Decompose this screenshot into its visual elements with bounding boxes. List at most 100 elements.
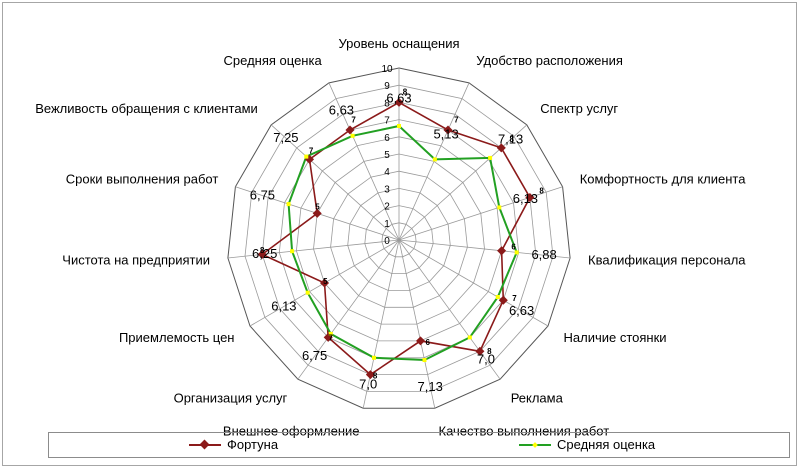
category-label-2: Спектр услуг: [540, 101, 618, 116]
marker-average-5: [495, 295, 500, 299]
series-line-1: [287, 124, 518, 362]
marker-average-2: [488, 155, 493, 160]
tick-label-9: 9: [384, 81, 390, 92]
data-label-average-4: 6,88: [531, 247, 556, 262]
data-label-fortuna-14: 7: [351, 116, 356, 125]
legend-item-fortuna: Фортуна: [189, 437, 278, 452]
grid-ring-1: [381, 222, 417, 258]
legend-item-average: Средняя оценка: [519, 437, 655, 452]
marker-average-4: [514, 250, 519, 255]
category-label-6: Реклама: [511, 391, 564, 406]
data-label-average-14: 6,63: [329, 103, 354, 118]
data-label-average-12: 6,75: [250, 188, 275, 203]
data-label-fortuna-12: 5: [315, 203, 320, 212]
data-label-average-9: 6,75: [302, 348, 327, 363]
marker-average-13: [304, 154, 309, 159]
data-label-average-10: 6,13: [271, 299, 296, 314]
data-label-average-1: 5,13: [433, 126, 458, 141]
marker-average-7: [422, 358, 427, 362]
category-label-14: Средняя оценка: [224, 53, 323, 68]
data-label-fortuna-2: 8: [509, 135, 514, 144]
legend: Фортуна Средняя оценка: [48, 432, 790, 458]
category-label-0: Уровень оснащения: [338, 36, 459, 51]
tick-label-3: 3: [384, 184, 390, 195]
grid-spoke-9: [297, 239, 400, 380]
data-label-fortuna-13: 7: [309, 146, 314, 155]
data-label-fortuna-5: 7: [512, 294, 517, 303]
tick-label-2: 2: [384, 202, 390, 213]
legend-label-fortuna: Фортуна: [227, 437, 279, 452]
data-label-fortuna-9: 7: [328, 333, 333, 342]
grid-spoke-5: [398, 239, 549, 327]
grid-spoke-11: [227, 239, 400, 259]
category-label-4: Квалификация персонала: [588, 253, 746, 268]
data-label-fortuna-7: 6: [425, 338, 430, 347]
legend-label-average: Средняя оценка: [557, 437, 656, 452]
grid-ring-4: [330, 170, 468, 308]
tick-label-1: 1: [384, 219, 390, 230]
legend-marker-average: [519, 438, 551, 452]
tick-label-6: 6: [384, 133, 390, 144]
marker-fortuna-11: [257, 249, 267, 259]
data-label-average-0: 6,63: [386, 90, 411, 105]
grid-spoke-7: [398, 239, 436, 409]
data-label-average-6: 7,0: [477, 352, 495, 367]
radar-grid: [227, 67, 571, 409]
grid-ring-6: [295, 136, 503, 342]
marker-average-9: [328, 331, 333, 336]
category-label-11: Чистота на предприятии: [62, 253, 210, 268]
marker-average-10: [305, 290, 310, 295]
tick-label-10: 10: [381, 64, 393, 75]
grid-spoke-1: [398, 82, 470, 241]
tick-label-8: 8: [384, 98, 390, 109]
grid-spoke-6: [398, 239, 501, 380]
marker-average-3: [497, 205, 502, 210]
marker-average-14: [350, 133, 355, 138]
marker-average-0: [397, 124, 401, 128]
data-label-average-13: 7,25: [273, 130, 298, 145]
marker-average-1: [432, 157, 437, 162]
category-labels: Уровень оснащения Удобство расположения Сп…: [35, 36, 746, 439]
data-label-average-2: 7,13: [498, 132, 523, 147]
grid-spoke-14: [328, 82, 400, 241]
series-lines: [260, 101, 531, 376]
tick-label-4: 4: [384, 167, 390, 178]
tick-label-7: 7: [384, 116, 390, 127]
tick-label-5: 5: [384, 150, 390, 161]
data-label-average-5: 6,63: [509, 303, 534, 318]
radial-tick-labels: 0 1 2 3 4 5 6 7 8 9 10: [381, 64, 393, 247]
category-label-1: Удобство расположения: [476, 53, 623, 68]
category-label-12: Сроки выполнения работ: [66, 171, 219, 186]
marker-fortuna-4: [497, 246, 507, 256]
category-label-3: Комфортность для клиента: [580, 171, 747, 186]
data-label-fortuna-1: 7: [454, 116, 459, 125]
grid-ring-10: [227, 67, 571, 409]
grid-spoke-13: [270, 124, 400, 241]
marker-fortuna-2: [496, 143, 506, 153]
marker-fortuna-7: [415, 336, 426, 346]
category-label-13: Вежливость обращения с клиентами: [35, 101, 258, 116]
data-label-average-8: 7,0: [359, 377, 377, 392]
data-label-average-7: 7,13: [418, 379, 443, 394]
legend-marker-fortuna: [189, 438, 221, 452]
marker-average-8: [372, 355, 376, 360]
grid-ring-9: [244, 84, 554, 392]
data-label-fortuna-4: 6: [511, 242, 516, 251]
grid-ring-2: [364, 205, 434, 275]
grid-spoke-2: [398, 124, 528, 241]
data-label-fortuna-0: 8: [403, 87, 408, 96]
category-label-8: Внешнее оформление: [223, 424, 360, 439]
category-label-10: Приемлемость цен: [119, 330, 235, 345]
category-label-5: Наличие стоянки: [564, 330, 667, 345]
data-label-fortuna-3: 8: [539, 187, 544, 196]
data-label-fortuna-6: 8: [487, 347, 492, 356]
marker-average-12: [286, 202, 291, 207]
grid-spoke-8: [362, 239, 400, 409]
grid-spoke-3: [398, 186, 563, 241]
grid-spoke-4: [398, 239, 571, 259]
grid-ring-5: [313, 153, 485, 325]
data-label-average-11: 6,25: [252, 246, 277, 261]
